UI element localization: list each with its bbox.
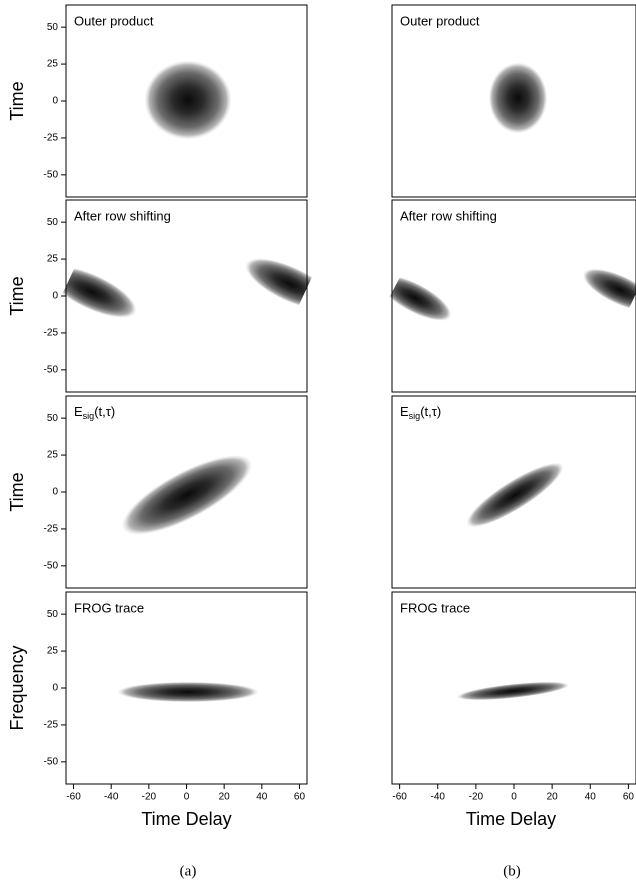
y-tick-label: 0 — [52, 487, 58, 498]
panel-title: Outer product — [74, 13, 154, 28]
x-tick-label: 0 — [511, 792, 517, 803]
density — [489, 63, 547, 133]
panel-title: FROG trace — [400, 600, 470, 615]
density — [47, 266, 137, 318]
y-tick-label: 50 — [47, 413, 59, 424]
y-tick-label: -50 — [44, 756, 59, 767]
y-axis-label: Frequency — [7, 645, 27, 730]
y-tick-label: 0 — [52, 96, 58, 107]
y-tick-label: 50 — [47, 217, 59, 228]
y-axis-label: Time — [7, 472, 27, 511]
density — [583, 268, 636, 312]
x-tick-label: -60 — [392, 792, 407, 803]
x-tick-label: 40 — [585, 792, 597, 803]
x-tick-label: -60 — [66, 792, 81, 803]
y-tick-label: 25 — [47, 59, 59, 70]
density — [457, 681, 569, 701]
x-tick-label: -40 — [104, 792, 119, 803]
title-part: (t,τ) — [420, 404, 441, 419]
y-tick-label: 25 — [47, 646, 59, 657]
caption: (b) — [503, 863, 521, 879]
y-tick-label: -25 — [44, 720, 59, 731]
title-part: E — [74, 404, 83, 419]
panel-title: FROG trace — [74, 600, 144, 615]
density — [245, 258, 335, 310]
x-tick-label: 0 — [184, 792, 190, 803]
title-part: (t,τ) — [94, 404, 115, 419]
y-tick-label: -25 — [44, 524, 59, 535]
x-tick-label: 20 — [547, 792, 559, 803]
x-tick-label: 20 — [219, 792, 231, 803]
y-tick-label: -25 — [44, 133, 59, 144]
panel-title: After row shifting — [400, 208, 497, 223]
density — [379, 275, 451, 321]
y-axis-label: Time — [7, 81, 27, 120]
x-axis-label: Time Delay — [466, 809, 556, 829]
density — [122, 455, 252, 535]
x-tick-label: 40 — [256, 792, 268, 803]
y-tick-label: 0 — [52, 683, 58, 694]
y-axis-label: Time — [7, 276, 27, 315]
x-tick-label: -20 — [142, 792, 157, 803]
y-tick-label: 50 — [47, 609, 59, 620]
title-part: sig — [409, 411, 421, 421]
plot-frame — [391, 395, 636, 589]
x-tick-label: -40 — [431, 792, 446, 803]
y-tick-label: -50 — [44, 560, 59, 571]
x-axis-label: Time Delay — [141, 809, 231, 829]
y-tick-label: -50 — [44, 169, 59, 180]
x-tick-label: 60 — [623, 792, 635, 803]
x-tick-label: -20 — [469, 792, 484, 803]
caption: (a) — [180, 863, 197, 879]
panel-title: After row shifting — [74, 208, 171, 223]
y-tick-label: -50 — [44, 364, 59, 375]
x-tick-label: 60 — [294, 792, 306, 803]
panel-title: Esig(t,τ) — [74, 404, 115, 421]
density — [118, 682, 258, 702]
plot-frame — [391, 4, 636, 198]
y-tick-label: 50 — [47, 22, 59, 33]
density — [466, 463, 564, 527]
title-part: sig — [83, 411, 95, 421]
panel-title: Outer product — [400, 13, 480, 28]
title-part: E — [400, 404, 409, 419]
density — [145, 61, 231, 139]
panel-title: Esig(t,τ) — [400, 404, 441, 421]
y-tick-label: -25 — [44, 328, 59, 339]
y-tick-label: 25 — [47, 254, 59, 265]
y-tick-label: 25 — [47, 450, 59, 461]
plot-frame — [391, 199, 636, 393]
y-tick-label: 0 — [52, 291, 58, 302]
